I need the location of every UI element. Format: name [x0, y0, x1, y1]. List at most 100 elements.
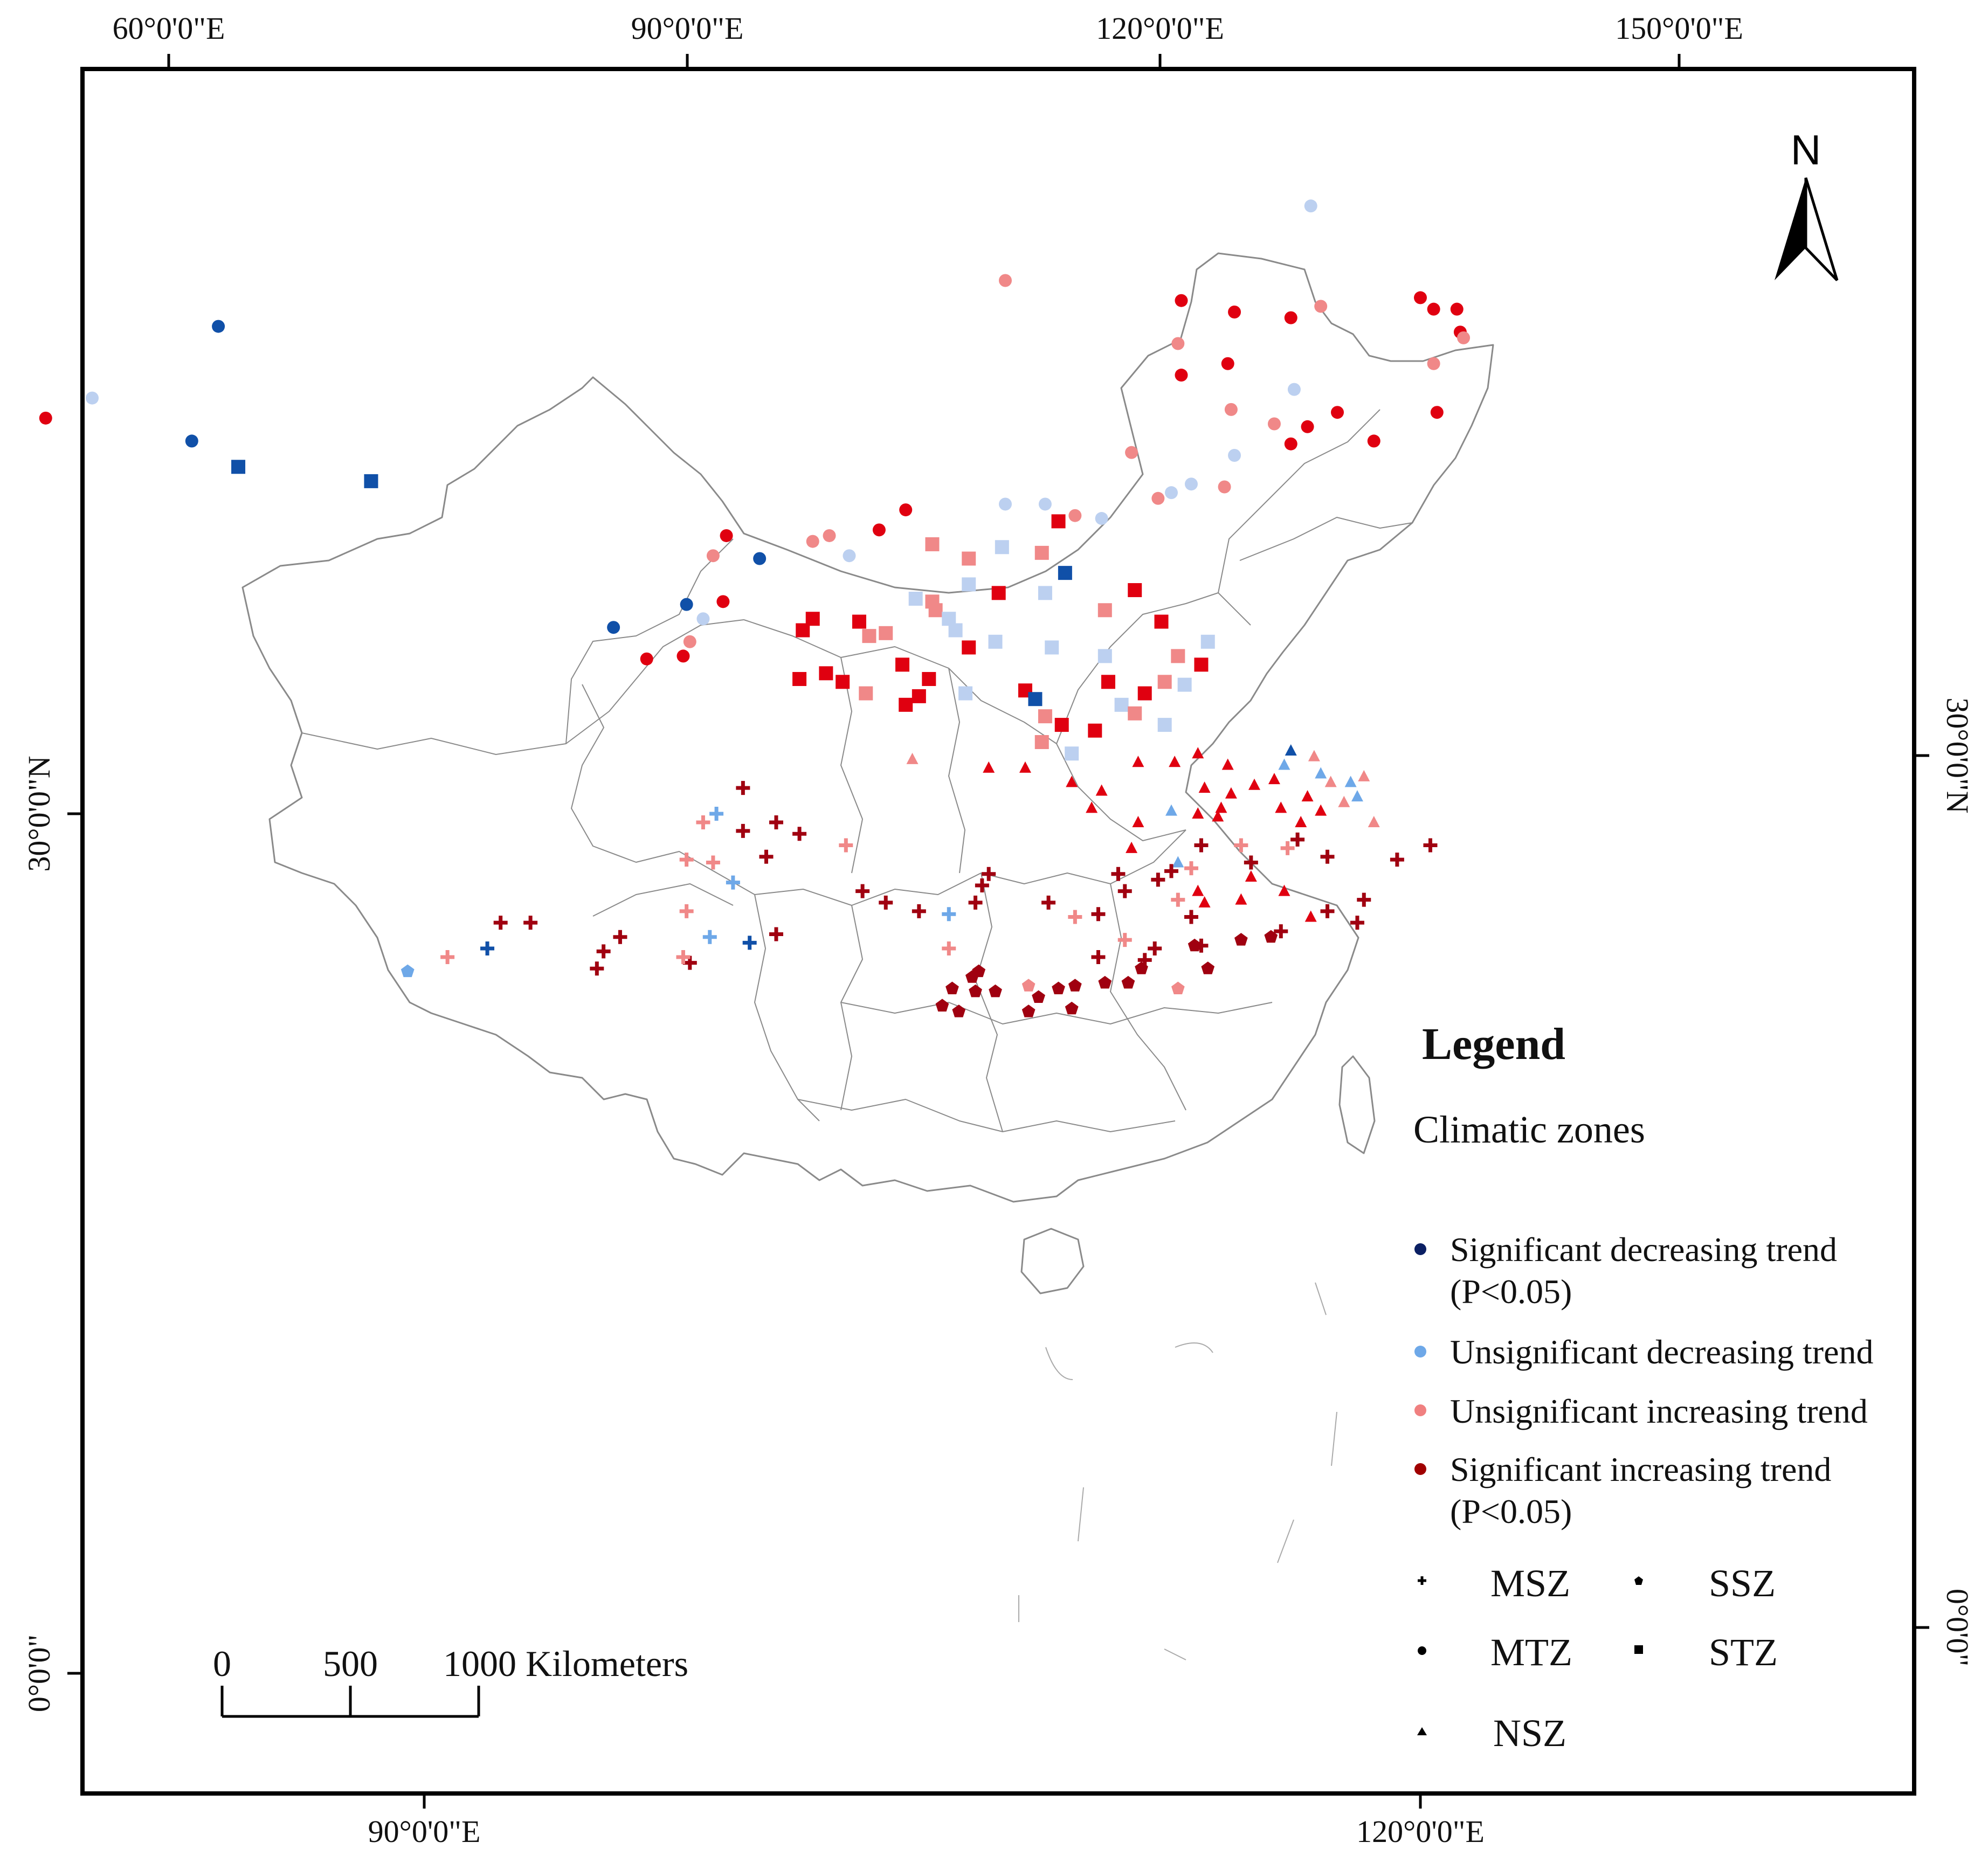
station-stz-marker	[1038, 586, 1052, 600]
station-mtz-marker	[640, 652, 653, 666]
station-stz-marker	[1194, 657, 1209, 672]
station-mtz-marker	[806, 535, 819, 548]
station-nsz-marker	[1019, 761, 1031, 773]
station-msz-marker	[1390, 853, 1404, 867]
legend-trend-label: Significant decreasing trend	[1450, 1230, 1837, 1269]
station-msz-marker	[759, 849, 774, 864]
scale-label-1000: 1000 Kilometers	[443, 1643, 688, 1684]
station-msz-marker	[942, 941, 956, 956]
station-stz-marker	[852, 614, 866, 629]
station-stz-marker	[1157, 718, 1172, 732]
station-ssz-marker	[972, 964, 986, 978]
legend-trend-note: (P<0.05)	[1450, 1492, 1572, 1530]
station-msz-marker	[613, 930, 627, 944]
station-msz-marker	[736, 823, 750, 838]
pentagon-icon	[1634, 1576, 1643, 1585]
scale-label-500: 500	[323, 1643, 378, 1684]
station-stz-marker	[1154, 614, 1169, 629]
station-msz-marker	[1117, 933, 1132, 947]
right-tick-label: 30°0'0"N	[1940, 697, 1975, 813]
station-mtz-marker	[1175, 294, 1188, 307]
station-ssz-marker	[935, 999, 949, 1012]
station-mtz-marker	[677, 649, 690, 663]
triangle-icon	[1417, 1727, 1427, 1735]
station-msz-marker	[769, 815, 783, 829]
station-stz-marker	[1177, 677, 1192, 692]
station-nsz-marker	[1275, 801, 1287, 813]
station-nsz-marker	[1198, 781, 1211, 793]
station-msz-marker	[480, 941, 495, 956]
station-stz-marker	[1157, 675, 1172, 689]
graticule-ticks	[67, 54, 1929, 1809]
station-mtz-marker	[1367, 434, 1380, 448]
province-boundary	[1218, 409, 1380, 593]
station-mtz-marker	[1151, 491, 1165, 505]
legend-trend-item: Unsignificant decreasing trend	[1414, 1333, 1874, 1371]
station-msz-marker	[679, 853, 694, 867]
station-ssz-marker	[401, 964, 415, 978]
station-nsz-marker	[1268, 773, 1280, 785]
station-nsz-marker	[1295, 815, 1307, 827]
station-msz-marker	[1320, 849, 1335, 864]
station-stz-marker	[231, 460, 246, 474]
station-mtz-marker	[607, 621, 620, 634]
station-stz-marker	[958, 686, 973, 701]
province-boundary	[571, 684, 755, 895]
station-msz-marker	[493, 916, 508, 930]
station-msz-marker	[1280, 841, 1295, 855]
province-boundary	[565, 538, 734, 744]
station-ssz-marker	[952, 1005, 966, 1017]
station-mtz-marker	[1427, 302, 1440, 316]
legend-zone-label: NSZ	[1493, 1712, 1566, 1755]
station-msz-marker	[1117, 884, 1132, 898]
station-msz-marker	[968, 895, 983, 910]
station-stz-marker	[1128, 583, 1142, 598]
legend-zone-item: SSZ	[1634, 1562, 1776, 1605]
station-nsz-marker	[1285, 744, 1297, 756]
station-nsz-marker	[1169, 756, 1181, 767]
legend-zone-label: SSZ	[1709, 1562, 1776, 1605]
station-stz-marker	[1200, 634, 1215, 649]
province-boundary	[1056, 743, 1186, 841]
station-mtz-marker	[1284, 311, 1297, 324]
station-msz-marker	[1091, 950, 1106, 964]
station-mtz-marker	[1427, 357, 1440, 370]
station-mtz-marker	[1228, 449, 1241, 462]
station-msz-marker	[855, 884, 870, 898]
station-nsz-marker	[1308, 750, 1320, 761]
legend-swatch	[1414, 1404, 1426, 1416]
station-stz-marker	[962, 577, 976, 592]
bottom-tick-label: 120°0'0"E	[1356, 1814, 1485, 1849]
station-mtz-marker	[720, 529, 733, 542]
station-stz-marker	[1065, 746, 1079, 761]
station-ssz-marker	[1068, 979, 1082, 992]
station-ssz-marker	[989, 984, 1002, 998]
station-mtz-marker	[1224, 403, 1238, 416]
province-boundary	[948, 668, 965, 874]
legend-trend-item: Significant increasing trend (P<0.05)	[1414, 1450, 1831, 1530]
station-mtz-marker	[1414, 291, 1427, 304]
station-mtz-marker	[1287, 383, 1301, 396]
station-msz-marker	[440, 950, 455, 964]
legend-zone-item: MSZ	[1418, 1562, 1570, 1605]
map-frame	[80, 67, 1916, 1796]
station-stz-marker	[1034, 735, 1049, 749]
station-msz-marker	[1194, 838, 1209, 853]
station-msz-marker	[709, 807, 724, 821]
province-boundary	[743, 619, 1057, 744]
station-mtz-marker	[39, 411, 52, 425]
station-ssz-marker	[1052, 981, 1065, 994]
station-ssz-marker	[1032, 990, 1045, 1003]
station-msz-marker	[1041, 895, 1056, 910]
top-tick-label: 60°0'0"E	[113, 11, 225, 46]
station-msz-marker	[1357, 892, 1371, 907]
station-msz-marker	[1234, 838, 1248, 853]
province-boundary	[797, 1099, 1176, 1132]
station-msz-marker	[1111, 867, 1126, 881]
left-tick-label: 0°0'0"	[22, 1634, 57, 1712]
station-stz-marker	[364, 474, 378, 488]
station-stz-marker	[796, 623, 810, 638]
station-mtz-marker	[1038, 497, 1052, 511]
station-ssz-marker	[1135, 961, 1148, 974]
